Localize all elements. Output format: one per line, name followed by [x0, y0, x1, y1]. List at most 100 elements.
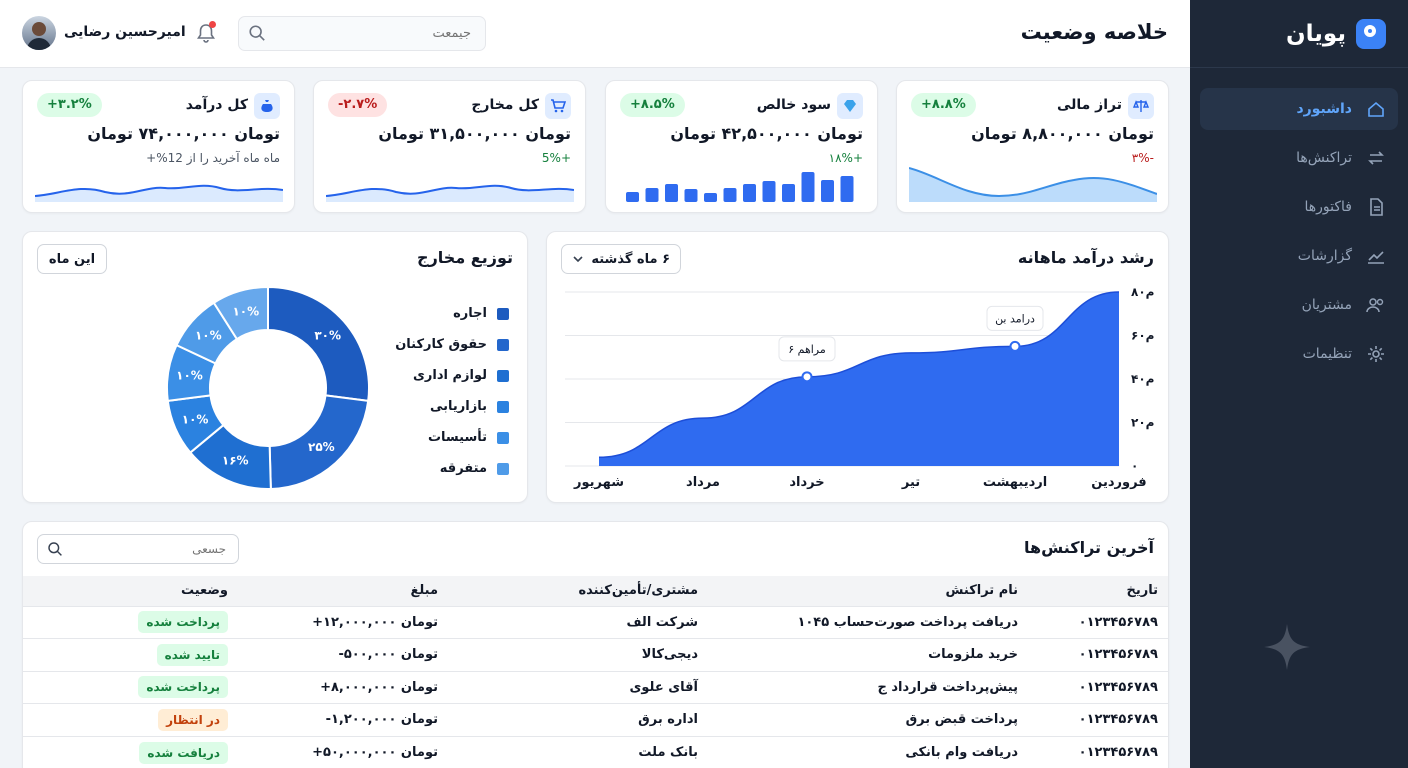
search-input[interactable] — [238, 16, 486, 51]
this-month-button[interactable]: این ماه — [37, 244, 107, 274]
kpi-card[interactable]: سود خالص +۸.۵% تومان ۴۲,۵۰۰,۰۰۰ تومان +۱۸% — [605, 80, 878, 213]
table-row[interactable]: ۰۱۲۳۴۵۶۷۸۹ پیش‌پرداخت قرارداد ج آقای علوی ت… — [23, 670, 1168, 704]
kpi-value: تومان ۴۲,۵۰۰,۰۰۰ تومان — [670, 124, 863, 143]
y-tick-label: ۴۰م — [1131, 372, 1154, 387]
user-name[interactable]: امیرحسین رضایی — [64, 24, 186, 40]
spark-bar — [821, 180, 834, 202]
legend-swatch — [497, 431, 509, 444]
period-select[interactable]: ۶ ماه گذشته — [561, 244, 681, 274]
legend-item: حقوق کارکنان — [369, 329, 509, 360]
brand: پویان — [1190, 0, 1408, 68]
slice-label: ۱۰% — [176, 369, 203, 383]
sidebar-item-5[interactable]: تنظیمات — [1200, 333, 1398, 375]
column-header[interactable]: مبلغ — [240, 576, 450, 606]
annotation-label: ۶ مراهم — [788, 343, 826, 356]
annotation-tooltip — [986, 305, 1044, 331]
kpi-subtext: +۱۸% — [828, 151, 863, 165]
x-tick-label: خرداد — [789, 475, 824, 490]
spark-line — [326, 184, 574, 197]
kpi-sparkline — [909, 167, 1157, 202]
legend-label: اجاره — [453, 306, 487, 321]
kpi-title: سود خالص — [756, 97, 831, 113]
status-badge: دریافت شده — [139, 741, 228, 764]
spark-area — [35, 185, 283, 202]
tx-date: ۰۱۲۳۴۵۶۷۸۹ — [1030, 638, 1168, 671]
donut-slice[interactable] — [267, 286, 370, 402]
sidebar-item-0[interactable]: داشبورد — [1200, 88, 1398, 130]
legend-label: تأسیسات — [427, 430, 487, 445]
annotation-point[interactable] — [801, 371, 813, 383]
tx-amount: تومان ۵۰۰,۰۰۰- — [240, 638, 450, 671]
sidebar: پویان داشبورد تراکنش‌ها فاکتورها گزارشات مشت… — [1190, 0, 1408, 768]
tx-amount: تومان ۸,۰۰۰,۰۰۰+ — [240, 670, 450, 704]
y-tick-label: ۶۰م — [1131, 329, 1154, 344]
kpi-card[interactable]: تراز مالی +۸.۸% تومان ۸,۸۰۰,۰۰۰ تومان -۳% — [896, 80, 1169, 213]
annotation-point[interactable] — [1009, 340, 1021, 352]
tx-date: ۰۱۲۳۴۵۶۷۸۹ — [1030, 735, 1168, 768]
search-icon — [48, 542, 62, 556]
table-row[interactable]: ۰۱۲۳۴۵۶۷۸۹ دریافت پرداخت صورت‌حساب ۱۰۴۵ شر… — [23, 605, 1168, 639]
revenue-line — [598, 291, 1120, 459]
expense-legend: اجاره حقوق کارکنان لوازم اداری بازاریابی تأس… — [369, 298, 509, 484]
slice-label: ۲۵% — [308, 440, 335, 454]
table-row[interactable]: ۰۱۲۳۴۵۶۷۸۹ خرید ملزومات دیجی‌کالا تومان ۵۰۰… — [23, 638, 1168, 671]
sidebar-nav: داشبورد تراکنش‌ها فاکتورها گزارشات مشتریان تن… — [1190, 68, 1408, 375]
legend-swatch — [497, 462, 509, 475]
tx-amount: تومان ۵۰,۰۰۰,۰۰۰+ — [240, 735, 450, 768]
kpi-change-badge: -۲.۷% — [328, 93, 388, 117]
status-badge: پرداخت شده — [138, 676, 228, 699]
spark-bar — [704, 193, 717, 202]
status-badge: پرداخت شده — [138, 611, 228, 634]
donut-slice[interactable] — [212, 286, 269, 341]
sidebar-item-label: داشبورد — [1296, 101, 1353, 117]
table-row[interactable]: ۰۱۲۳۴۵۶۷۸۹ دریافت وام بانکی بانک ملت تومان … — [23, 735, 1168, 768]
slice-label: ۱۰% — [195, 328, 222, 342]
spark-bar — [801, 172, 815, 202]
spark-bar — [723, 188, 737, 202]
transactions-search-input[interactable] — [37, 534, 239, 564]
expense-distribution-card: توزیع مخارج این ماه ۳۰% ۲۵% ۱۶% ۱۰% ۱۰% ۱۰% ۱۰… — [22, 231, 528, 503]
tx-status-cell: دریافت شده — [23, 735, 240, 768]
kpi-sparkline — [35, 184, 283, 202]
tx-date: ۰۱۲۳۴۵۶۷۸۹ — [1030, 670, 1168, 704]
legend-swatch — [497, 307, 509, 320]
sidebar-item-2[interactable]: فاکتورها — [1200, 186, 1398, 228]
spark-line — [35, 184, 283, 197]
expense-donut-chart: ۳۰% ۲۵% ۱۶% ۱۰% ۱۰% ۱۰% ۱۰% — [166, 286, 370, 490]
revenue-title: رشد درآمد ماهانه — [1017, 248, 1154, 267]
y-tick-label: ۲۰م — [1131, 416, 1154, 431]
top-header: خلاصه وضعیت امیرحسین رضایی — [0, 0, 1190, 68]
spark-area — [909, 168, 1157, 202]
tx-amount: تومان ۱,۲۰۰,۰۰۰- — [240, 703, 450, 736]
spark-bar — [743, 184, 756, 202]
column-header[interactable]: تاریخ — [1030, 576, 1168, 606]
kpi-icon-box — [254, 93, 280, 119]
sidebar-item-4[interactable]: مشتریان — [1200, 284, 1398, 326]
document-icon — [1370, 198, 1383, 216]
donut-slice[interactable] — [268, 394, 370, 490]
column-header[interactable]: وضعیت — [23, 576, 240, 606]
kpi-icon-box — [1128, 93, 1154, 119]
scale-icon — [1133, 100, 1149, 112]
expense-title: توزیع مخارج — [417, 248, 513, 267]
table-row[interactable]: ۰۱۲۳۴۵۶۷۸۹ پرداخت قبض برق اداره برق تومان ۱… — [23, 703, 1168, 736]
column-header[interactable]: مشتری/تأمین‌کننده — [450, 576, 710, 606]
slice-label: ۱۰% — [182, 413, 209, 427]
kpi-card[interactable]: کل درآمد +۳.۲% تومان ۷۴,۰۰۰,۰۰۰ تومان ماه م… — [22, 80, 295, 213]
slice-label: ۱۶% — [222, 453, 249, 467]
spark-area — [326, 185, 574, 202]
column-header[interactable]: نام تراکنش — [710, 576, 1030, 606]
kpi-card[interactable]: کل مخارج -۲.۷% تومان ۳۱,۵۰۰,۰۰۰ تومان +5% — [313, 80, 586, 213]
search-icon — [249, 25, 265, 41]
chevron-down-icon — [573, 256, 583, 263]
spark-bar — [762, 181, 776, 202]
kpi-title: کل مخارج — [471, 97, 539, 113]
kpi-title: تراز مالی — [1056, 97, 1122, 113]
spark-bar — [626, 192, 639, 202]
tx-party: شرکت الف — [450, 605, 710, 639]
sidebar-item-3[interactable]: گزارشات — [1200, 235, 1398, 277]
tx-party: آقای علوی — [450, 670, 710, 704]
sidebar-item-1[interactable]: تراکنش‌ها — [1200, 137, 1398, 179]
avatar[interactable] — [22, 16, 56, 50]
